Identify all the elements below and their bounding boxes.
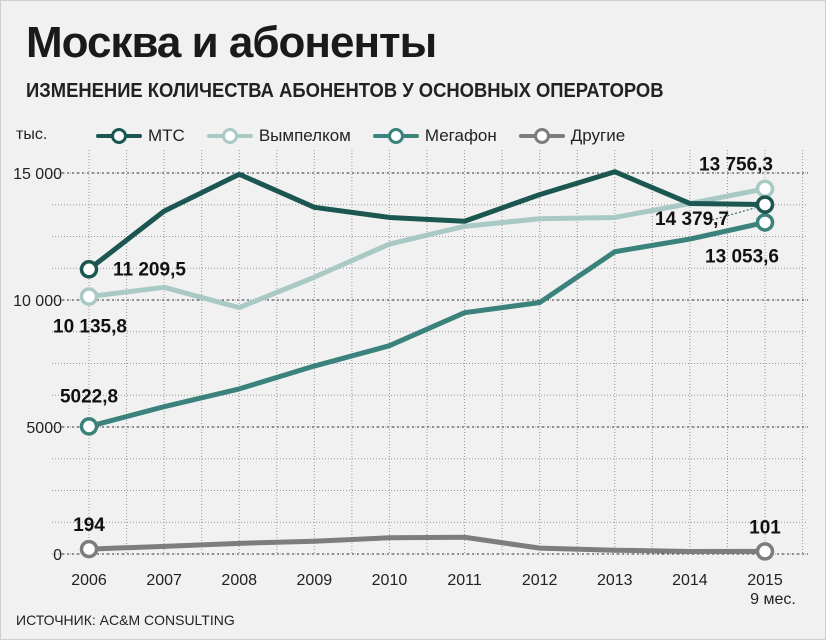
series-line xyxy=(86,186,768,311)
data-point xyxy=(79,417,99,436)
x-tick-label: 2008 xyxy=(221,572,257,589)
data-point xyxy=(755,195,775,214)
x-tick-label: 2013 xyxy=(597,572,633,589)
data-point xyxy=(755,213,775,232)
x-tick-label: 2006 xyxy=(71,572,107,589)
data-label: 194 xyxy=(73,515,105,536)
y-tick-label: 5000 xyxy=(26,420,62,437)
legend-label-mts: МТС xyxy=(148,126,185,145)
legend-item-vimpelcom: Вымпелком xyxy=(206,126,351,146)
legend-marker-vimpelcom xyxy=(206,128,253,144)
legend-marker-megafon xyxy=(372,128,419,144)
data-label: 101 xyxy=(749,517,781,538)
x-tick-label: 2014 xyxy=(672,572,708,589)
legend: МТС Вымпелком Мегафон Другие xyxy=(96,126,625,146)
x-tick-label: 2015 xyxy=(747,572,783,589)
data-label: 10 135,8 xyxy=(53,317,127,338)
y-unit-label: тыс. xyxy=(16,126,48,143)
series-line xyxy=(86,219,768,429)
y-tick-label: 10 000 xyxy=(13,293,62,310)
legend-marker-other xyxy=(518,128,565,144)
legend-label-other: Другие xyxy=(570,126,626,145)
source-note: ИСТОЧНИК: AC&M CONSULTING xyxy=(16,612,235,628)
data-label: 11 209,5 xyxy=(113,259,186,280)
data-point xyxy=(79,260,99,279)
legend-item-megafon: Мегафон xyxy=(372,126,497,146)
legend-item-mts: МТС xyxy=(96,126,185,146)
x-tick-sublabel: 9 мес. xyxy=(750,591,796,608)
annotation-leader-line xyxy=(711,206,760,221)
chart-title: Москва и абоненты xyxy=(26,18,437,67)
x-tick-label: 2012 xyxy=(522,572,558,589)
x-tick-label: 2011 xyxy=(447,572,482,589)
series-line xyxy=(86,534,768,554)
data-point xyxy=(755,542,775,561)
x-tick-label: 2009 xyxy=(297,572,333,589)
y-tick-label: 0 xyxy=(53,547,62,564)
chart-subtitle: ИЗМЕНЕНИЕ КОЛИЧЕСТВА АБОНЕНТОВ У ОСНОВНЫ… xyxy=(26,80,664,102)
data-label: 13 053,6 xyxy=(705,246,779,267)
legend-label-megafon: Мегафон xyxy=(424,126,497,145)
data-label: 5022,8 xyxy=(60,386,118,407)
legend-label-vimpelcom: Вымпелком xyxy=(258,126,351,145)
x-tick-label: 2007 xyxy=(146,572,182,589)
data-point xyxy=(755,179,775,199)
series-line xyxy=(86,169,768,272)
x-tick-label: 2010 xyxy=(372,572,408,589)
legend-item-other: Другие xyxy=(518,126,626,146)
data-label: 14 379,7 xyxy=(655,209,729,230)
data-point xyxy=(79,287,99,306)
data-point xyxy=(79,539,99,559)
data-label: 13 756,3 xyxy=(699,155,773,176)
legend-marker-mts xyxy=(96,128,142,144)
y-tick-label: 15 000 xyxy=(13,166,62,183)
